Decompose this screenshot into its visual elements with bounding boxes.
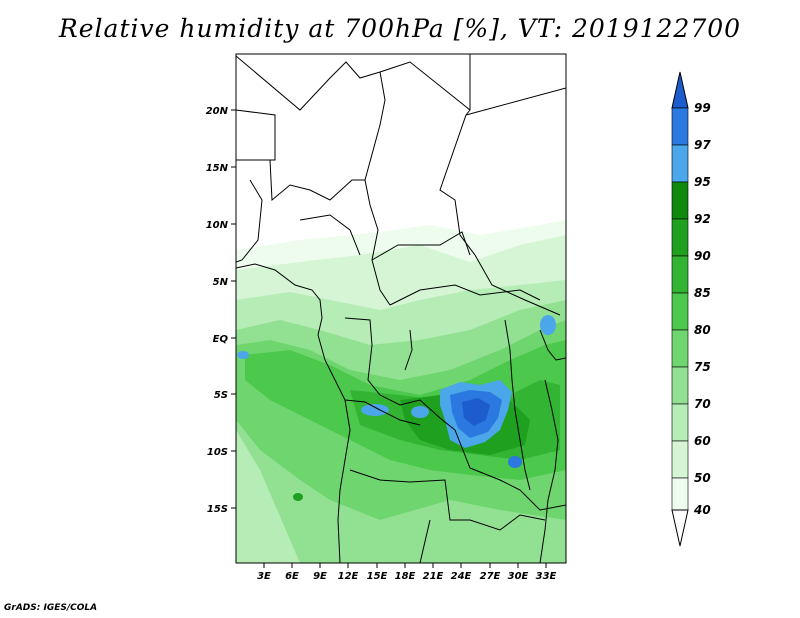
colorbar-swatch [671, 255, 689, 294]
colorbar-swatch [671, 440, 689, 479]
colorbar-label: 80 [694, 323, 711, 337]
lon-label: 33E [536, 571, 557, 582]
colorbar-swatch [671, 144, 689, 183]
colorbar-top-triangle [671, 71, 689, 109]
colorbar-swatch [671, 107, 689, 146]
lat-label: 5N [213, 277, 229, 288]
lat-label: 5S [214, 390, 228, 401]
colorbar-label: 70 [694, 397, 711, 411]
lat-label: 20N [206, 106, 229, 117]
lon-label: 18E [395, 571, 416, 582]
colorbar: 99 97 95 92 90 85 80 75 70 60 50 40 [671, 71, 711, 547]
lat-label: 15S [207, 504, 228, 515]
lon-label: 9E [313, 571, 327, 582]
lat-axis: 20N 15N 10N 5N EQ 5S 10S 15S [206, 106, 236, 515]
colorbar-label: 40 [693, 503, 711, 517]
colorbar-label: 75 [694, 360, 711, 374]
colorbar-swatch [671, 403, 689, 442]
lon-label: 21E [423, 571, 444, 582]
colorbar-label: 99 [694, 101, 711, 115]
colorbar-label: 90 [694, 249, 711, 263]
lat-label: 10N [206, 220, 229, 231]
grads-credit: GrADS: IGES/COLA [4, 603, 98, 613]
lon-label: 15E [367, 571, 388, 582]
lat-label: EQ [213, 334, 229, 345]
lon-label: 27E [480, 571, 501, 582]
colorbar-swatch [671, 329, 689, 368]
map-frame [235, 53, 567, 564]
colorbar-swatch [671, 292, 689, 331]
lon-label: 12E [338, 571, 359, 582]
lat-label: 15N [206, 163, 229, 174]
country-borders [236, 54, 566, 563]
colorbar-label: 60 [694, 434, 711, 448]
lon-label: 24E [451, 571, 472, 582]
chart-title: Relative humidity at 700hPa [%], VT: 201… [58, 14, 742, 43]
colorbar-label: 50 [694, 471, 711, 485]
colorbar-label: 92 [694, 212, 711, 226]
humidity-field [236, 54, 566, 563]
colorbar-swatch [671, 366, 689, 405]
colorbar-swatch [671, 477, 689, 511]
colorbar-bottom-triangle [671, 509, 689, 547]
colorbar-swatch [671, 181, 689, 220]
colorbar-swatch [671, 218, 689, 257]
colorbar-label: 97 [694, 138, 711, 152]
colorbar-label: 95 [694, 175, 711, 189]
lon-label: 30E [508, 571, 529, 582]
lon-axis: 3E 6E 9E 12E 15E 18E 21E 24E 27E 30E 33E [257, 563, 557, 582]
colorbar-label: 85 [694, 286, 711, 300]
lon-label: 3E [257, 571, 271, 582]
lat-label: 10S [207, 447, 228, 458]
lon-label: 6E [285, 571, 299, 582]
